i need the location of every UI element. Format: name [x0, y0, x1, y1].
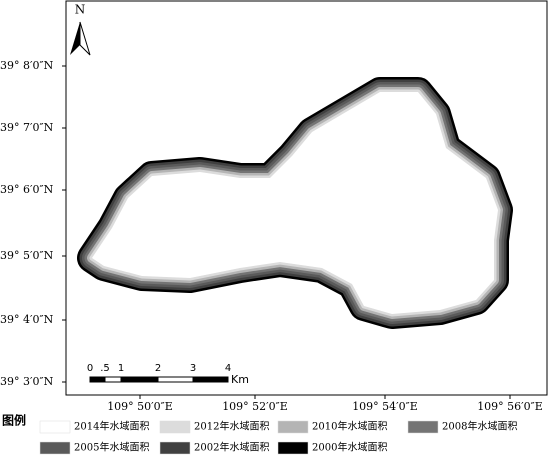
scale-label: 0	[87, 363, 93, 374]
legend-label: 2000年水域面积	[312, 441, 387, 454]
legend-label: 2010年水域面积	[312, 420, 387, 433]
scale-segment	[192, 376, 229, 383]
north-arrow-right	[79, 21, 91, 56]
legend-swatch	[39, 420, 71, 434]
scale-label: 4	[225, 363, 231, 374]
lon-label: 109° 56′0″E	[477, 400, 543, 413]
legend-swatch	[39, 441, 71, 455]
lon-label: 109° 54′0″E	[352, 400, 418, 413]
scale-label: 3	[190, 363, 196, 374]
scale-segment	[104, 376, 122, 383]
legend-swatch	[159, 441, 191, 455]
legend-title: 图例	[2, 413, 26, 428]
scale-label: .5	[100, 363, 110, 374]
legend-swatch	[277, 420, 309, 434]
north-arrow-left	[70, 22, 80, 55]
legend-label: 2002年水域面积	[194, 441, 269, 454]
legend-label: 2012年水域面积	[194, 420, 269, 433]
lon-label: 109° 50′0″E	[107, 400, 173, 413]
lat-label: 39° 4′0″N	[0, 313, 54, 326]
lat-label: 39° 3′0″N	[0, 375, 54, 388]
lat-label: 39° 8′0″N	[0, 59, 54, 72]
scale-unit: Km	[231, 373, 249, 386]
lat-label: 39° 6′0″N	[0, 183, 54, 196]
lat-label: 39° 7′0″N	[0, 121, 54, 134]
legend-swatch	[159, 420, 191, 434]
scale-segment	[157, 376, 194, 383]
north-label: N	[75, 3, 86, 17]
legend-label: 2005年水域面积	[74, 441, 149, 454]
legend-swatch	[407, 420, 439, 434]
scale-segment	[120, 376, 159, 383]
scale-label: 2	[155, 363, 161, 374]
water-area	[92, 92, 498, 314]
lon-label: 109° 52′0″E	[222, 400, 288, 413]
legend-swatch	[277, 441, 309, 455]
scale-segment	[89, 376, 106, 383]
legend-label: 2008年水域面积	[442, 420, 517, 433]
scale-label: 1	[118, 363, 124, 374]
legend-label: 2014年水域面积	[74, 420, 149, 433]
map-frame	[65, 0, 548, 396]
lat-label: 39° 5′0″N	[0, 249, 54, 262]
